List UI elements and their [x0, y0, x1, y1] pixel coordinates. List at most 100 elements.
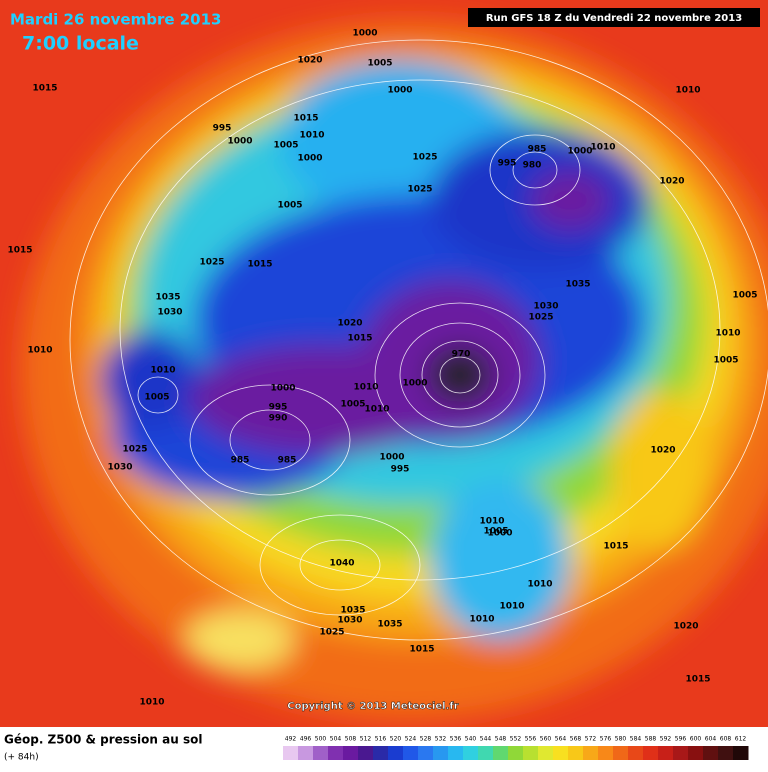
map-date: Mardi 26 novembre 2013 — [10, 11, 222, 29]
colorbar-label: 604 — [705, 736, 717, 743]
isobar-label: 1000 — [352, 29, 377, 39]
colorbar-cell — [688, 746, 704, 760]
isobar-label: 1035 — [155, 293, 180, 303]
isobar-label: 995 — [213, 124, 232, 134]
colorbar-label: 552 — [510, 736, 522, 743]
colorbar-label: 536 — [450, 736, 462, 743]
isobar-label: 1025 — [122, 445, 147, 455]
colorbar-label: 524 — [405, 736, 417, 743]
isobar-label: 1025 — [199, 258, 224, 268]
isobar-label: 995 — [498, 159, 517, 169]
isobar-label: 1015 — [409, 645, 434, 655]
isobar-label: 1010 — [590, 143, 615, 153]
isobar-label: 1010 — [364, 405, 389, 415]
colorbar-cell — [718, 746, 734, 760]
colorbar-label: 528 — [420, 736, 432, 743]
colorbar-cell — [313, 746, 329, 760]
isobar-label: 985 — [278, 456, 297, 466]
colorbar-cell — [388, 746, 404, 760]
colorbar-cell — [493, 746, 509, 760]
isobar-label: 1010 — [27, 346, 52, 356]
isobar-label: 995 — [391, 465, 410, 475]
isobar-label: 1005 — [367, 59, 392, 69]
footer-title: Géop. Z500 & pression au sol — [4, 733, 202, 747]
colorbar-cell — [538, 746, 554, 760]
isobar-label: 970 — [452, 350, 471, 360]
isobar-label: 1025 — [412, 153, 437, 163]
colorbar-cell — [328, 746, 344, 760]
isobar-label: 1005 — [483, 527, 508, 537]
colorbar-label: 596 — [675, 736, 687, 743]
map-time: 7:00 locale — [22, 33, 139, 55]
colorbar-cell — [283, 746, 299, 760]
colorbar-label: 540 — [465, 736, 477, 743]
isobar-label: 1005 — [732, 291, 757, 301]
colorbar-cell — [508, 746, 524, 760]
isobar-label: 1010 — [139, 698, 164, 708]
isobar-label: 1025 — [407, 185, 432, 195]
isobar-label: 1035 — [377, 620, 402, 630]
colorbar-cell — [433, 746, 449, 760]
colorbar-cell — [613, 746, 629, 760]
colorbar-label: 504 — [330, 736, 342, 743]
isobar-label: 1010 — [353, 383, 378, 393]
isobar-label: 1020 — [650, 446, 675, 456]
colorbar: 492 496 500 504 508 512 516 520 524 528 532 536 540 5… — [283, 736, 749, 760]
colorbar-label: 500 — [315, 736, 327, 743]
run-banner — [468, 8, 760, 27]
colorbar-label: 576 — [600, 736, 612, 743]
isobar-label: 1010 — [150, 366, 175, 376]
isobar-label: 1015 — [293, 114, 318, 124]
isobar-label: 1035 — [340, 606, 365, 616]
isobar-label: 1020 — [297, 56, 322, 66]
colorbar-label: 532 — [435, 736, 447, 743]
isobar-label: 1015 — [32, 84, 57, 94]
colorbar-label: 520 — [390, 736, 402, 743]
colorbar-cell — [598, 746, 614, 760]
isobar-label: 1005 — [144, 393, 169, 403]
colorbar-cell — [583, 746, 599, 760]
isobar-label: 1000 — [487, 529, 512, 539]
isobar-label: 1025 — [528, 313, 553, 323]
colorbar-label: 516 — [375, 736, 387, 743]
isobar-label: 1015 — [7, 246, 32, 256]
isobar-label: 1000 — [297, 154, 322, 164]
colorbar-label: 544 — [480, 736, 492, 743]
isobar-label: 1010 — [527, 580, 552, 590]
isobar-label: 1005 — [277, 201, 302, 211]
isobar-label: 1030 — [337, 616, 362, 626]
colorbar-cell — [373, 746, 389, 760]
isobar-label: 1020 — [659, 177, 684, 187]
colorbar-label: 608 — [720, 736, 732, 743]
colorbar-cell — [418, 746, 434, 760]
isobar-label: 1020 — [337, 319, 362, 329]
colorbar-label: 556 — [525, 736, 537, 743]
isobar-label: 1010 — [675, 86, 700, 96]
colorbar-label: 584 — [630, 736, 642, 743]
isobar-label: 1015 — [685, 675, 710, 685]
isobar-label: 1000 — [379, 453, 404, 463]
colorbar-cell — [448, 746, 464, 760]
isobar-label: 1000 — [387, 86, 412, 96]
isobar-label: 980 — [523, 161, 542, 171]
isobar-label: 1025 — [319, 628, 344, 638]
colorbar-label: 580 — [615, 736, 627, 743]
isobar-label: 1030 — [107, 463, 132, 473]
colorbar-cell — [568, 746, 584, 760]
isobar-label: 1005 — [713, 356, 738, 366]
colorbar-cell — [628, 746, 644, 760]
colorbar-cell — [658, 746, 674, 760]
isobar-label: 1010 — [479, 517, 504, 527]
run-info: Run GFS 18 Z du Vendredi 22 novembre 201… — [486, 13, 742, 24]
colorbar-label: 592 — [660, 736, 672, 743]
isobar-label: 1000 — [227, 137, 252, 147]
colorbar-label: 564 — [555, 736, 567, 743]
colorbar-label: 512 — [360, 736, 372, 743]
isobar-label: 1000 — [270, 384, 295, 394]
isobar-label: 1010 — [715, 329, 740, 339]
isobar-label: 1005 — [340, 400, 365, 410]
colorbar-cell — [298, 746, 314, 760]
isobar-label: 1030 — [157, 308, 182, 318]
